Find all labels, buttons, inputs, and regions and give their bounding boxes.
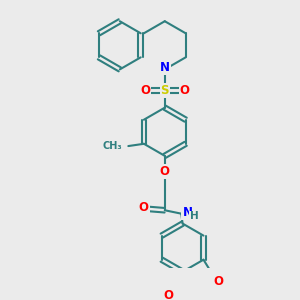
Text: O: O — [160, 165, 170, 178]
Text: O: O — [140, 84, 150, 97]
Text: CH₃: CH₃ — [103, 141, 122, 151]
Text: O: O — [180, 84, 190, 97]
Text: N: N — [182, 206, 192, 219]
Text: N: N — [160, 61, 170, 74]
Text: H: H — [190, 212, 199, 221]
Text: O: O — [214, 275, 224, 288]
Text: O: O — [164, 289, 173, 300]
Text: O: O — [139, 201, 149, 214]
Text: S: S — [160, 84, 169, 97]
